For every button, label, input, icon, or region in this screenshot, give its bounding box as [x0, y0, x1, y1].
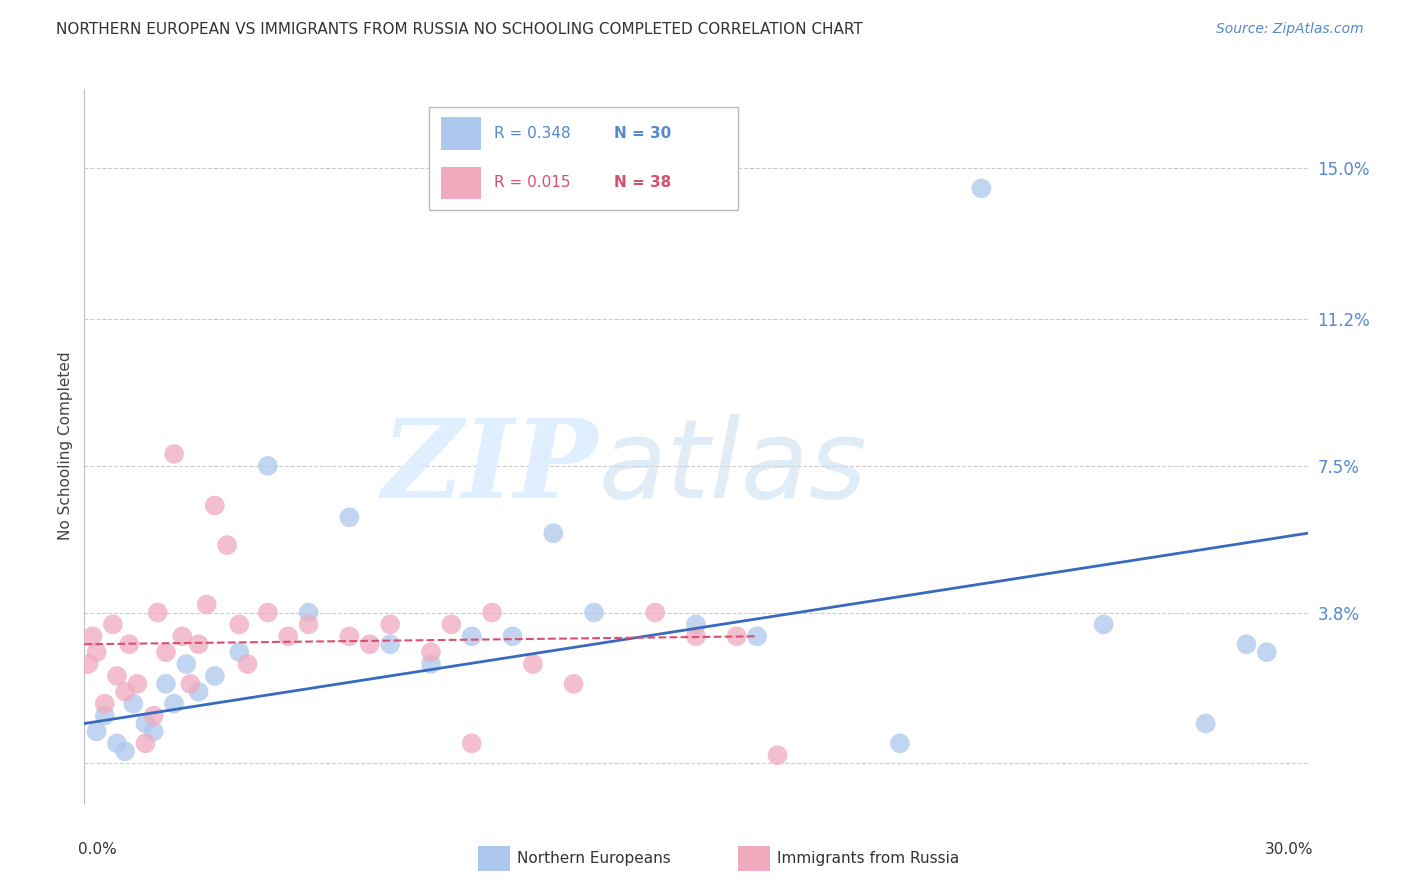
Point [195, 598, 218, 612]
Point [1236, 637, 1258, 651]
Point [179, 677, 201, 691]
Point [257, 606, 280, 620]
Point [380, 617, 402, 632]
Point [298, 606, 321, 620]
Point [142, 708, 165, 723]
Point [277, 629, 299, 643]
Point [543, 526, 565, 541]
Point [187, 685, 209, 699]
Point [747, 629, 769, 643]
Point [1195, 716, 1218, 731]
Point [1092, 617, 1115, 632]
Point [583, 606, 606, 620]
Point [217, 538, 239, 552]
Point [644, 606, 666, 620]
Point [257, 458, 280, 473]
Point [118, 637, 141, 651]
FancyBboxPatch shape [429, 107, 738, 210]
Point [725, 629, 748, 643]
Point [889, 736, 911, 750]
Point [77, 657, 100, 671]
Point [359, 637, 381, 651]
Point [93, 697, 117, 711]
Text: Source: ZipAtlas.com: Source: ZipAtlas.com [1216, 22, 1364, 37]
Point [440, 617, 463, 632]
Text: R = 0.015: R = 0.015 [494, 176, 571, 191]
Text: 30.0%: 30.0% [1265, 842, 1313, 857]
Point [82, 629, 104, 643]
Point [114, 744, 136, 758]
Point [236, 657, 259, 671]
Point [420, 645, 443, 659]
Text: R = 0.348: R = 0.348 [494, 126, 571, 141]
Point [105, 669, 128, 683]
Point [339, 629, 361, 643]
Point [380, 637, 402, 651]
Point [766, 748, 789, 763]
Point [114, 685, 136, 699]
Point [685, 617, 707, 632]
Point [163, 697, 186, 711]
Point [502, 629, 524, 643]
Point [562, 677, 585, 691]
Bar [441, 118, 481, 150]
Point [163, 447, 186, 461]
Point [685, 629, 707, 643]
Text: ZIP: ZIP [381, 414, 598, 521]
Point [127, 677, 149, 691]
Point [461, 736, 484, 750]
Text: atlas: atlas [598, 414, 866, 521]
Text: N = 30: N = 30 [614, 126, 672, 141]
Point [122, 697, 145, 711]
Text: Northern Europeans: Northern Europeans [517, 851, 671, 866]
Bar [478, 847, 509, 871]
Point [228, 617, 250, 632]
Text: N = 38: N = 38 [614, 176, 672, 191]
Bar [441, 167, 481, 199]
Point [105, 736, 128, 750]
Point [461, 629, 484, 643]
Point [142, 724, 165, 739]
Point [420, 657, 443, 671]
Point [155, 677, 177, 691]
Bar [738, 847, 770, 871]
Text: Immigrants from Russia: Immigrants from Russia [778, 851, 959, 866]
Point [298, 617, 321, 632]
Point [172, 629, 194, 643]
Point [174, 657, 197, 671]
Point [204, 499, 226, 513]
Point [970, 181, 993, 195]
Point [135, 736, 157, 750]
Point [86, 645, 108, 659]
Y-axis label: No Schooling Completed: No Schooling Completed [58, 351, 73, 541]
Point [228, 645, 250, 659]
Point [135, 716, 157, 731]
Text: 0.0%: 0.0% [79, 842, 117, 857]
Point [86, 724, 108, 739]
Point [481, 606, 503, 620]
Point [101, 617, 124, 632]
Point [204, 669, 226, 683]
Point [1256, 645, 1278, 659]
Text: NORTHERN EUROPEAN VS IMMIGRANTS FROM RUSSIA NO SCHOOLING COMPLETED CORRELATION C: NORTHERN EUROPEAN VS IMMIGRANTS FROM RUS… [56, 22, 863, 37]
Point [522, 657, 544, 671]
Point [339, 510, 361, 524]
Point [155, 645, 177, 659]
Point [93, 708, 117, 723]
Point [187, 637, 209, 651]
Point [146, 606, 169, 620]
